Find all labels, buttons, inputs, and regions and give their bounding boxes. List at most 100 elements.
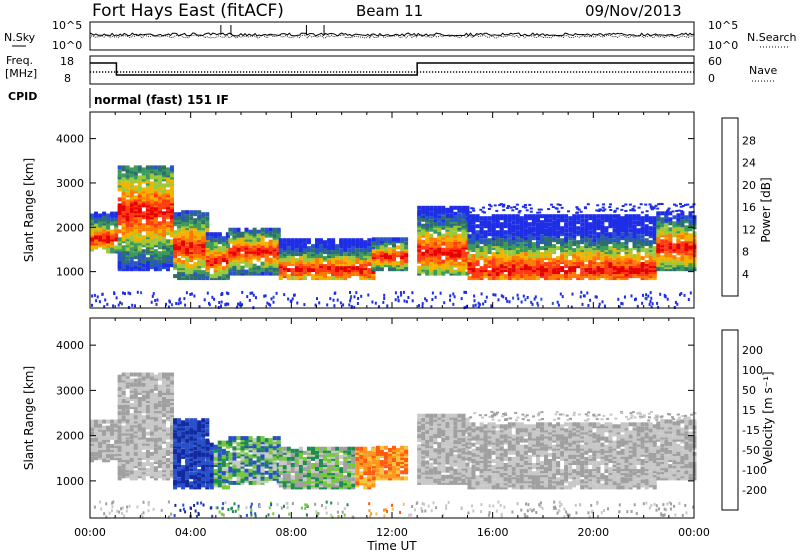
power-cells-cell [121,231,126,236]
power-cells-cell [498,204,502,207]
power-cells-cell [502,204,506,207]
power-cells-cell [221,242,226,247]
power-cells-cell [189,210,194,215]
power-cells-cell [531,232,536,237]
power-cells-cell [475,260,480,265]
power-cells-cell [644,254,649,259]
vel-cells-cell [177,442,182,447]
power-cells-cell [523,252,528,257]
power-cells-cell [511,209,515,212]
power-cells-cell [396,245,400,250]
power-cells-cell [166,177,170,182]
power-cells-cell [355,291,358,295]
freq-series [90,62,694,76]
vel-cells-cell [137,437,142,442]
vel-cells-cell [137,403,142,408]
power-cells-cell [177,212,182,217]
vel-cells-cell [157,437,162,442]
power-cells-cell [505,297,508,301]
power-cells-cell [677,209,681,212]
vel-cells-cell [137,441,142,446]
vel-cells-cell [141,462,146,467]
power-cells-cell [240,237,245,242]
vel-cells-cell [170,390,174,395]
power-cells-cell [511,236,516,241]
power-cells-cell [315,242,319,247]
vel-cells-cell [141,374,146,379]
power-cells-cell [125,241,130,246]
vel-cells-cell [232,456,237,461]
power-cells-cell [205,228,210,233]
vel-cells-cell [170,419,174,424]
vel-cells-cell [173,461,178,465]
power-cells-cell [671,210,675,213]
vel-cells-cell [162,470,166,475]
power-cells-cell [379,251,384,256]
vel-cells-cell [90,419,94,424]
vel-cells-cell [141,403,146,408]
vel-cells-cell [157,386,162,391]
vel-cells-cell [125,380,130,385]
vel-cells-cell [121,425,126,430]
power-cells-cell [544,236,548,241]
power-cells-cell [527,266,532,271]
vel-cells-cell [137,447,142,452]
power-cells-cell [232,227,237,232]
power-cells-cell [110,241,115,246]
power-cells-cell [248,298,251,302]
vel-cells-cell [193,483,198,488]
power-cells-cell [213,297,216,301]
power-cells-cell [396,237,400,242]
power-cells-cell [499,214,504,219]
power-cells-cell [221,236,226,241]
vel-cells-cell [232,472,237,477]
power-cells-cell [121,223,126,228]
power-cells-cell [501,205,505,208]
vel-cells-cell [170,443,174,448]
vel-cells-cell [221,483,226,488]
vel-cells-cell [117,470,122,475]
vel-cells-cell [141,390,146,395]
vel-cells-cell [162,372,166,377]
power-cells-cell [445,213,450,218]
power-cells-cell [121,177,126,182]
power-cells-cell [576,244,581,249]
power-cells-cell [469,211,472,214]
vel-cells-cell [225,463,230,467]
vel-cells-cell [201,438,206,443]
power-cells-cell [595,295,598,299]
power-cells-cell [656,301,659,305]
power-cells-cell [106,219,111,224]
power-cells-cell [544,222,548,227]
power-cells-cell [588,274,593,279]
power-cells-cell [333,291,336,295]
power-cells-cell [287,297,290,301]
vel-cells-cell [106,431,111,436]
power-cells-cell [240,245,245,250]
power-cells-cell [314,303,317,307]
power-cells-cell [568,240,573,245]
power-cells-cell [592,276,597,281]
power-cells-cell [580,222,585,227]
vel-cells-cell [228,466,233,471]
vel-cells-cell [117,399,122,403]
power-cells-cell [189,216,194,221]
power-cells-cell [181,260,186,265]
power-cells-cell [425,237,430,242]
vel-cells-cell [236,472,241,477]
power-cells-cell [260,271,265,276]
power-cells-cell [547,208,551,211]
power-cells-cell [272,227,277,232]
power-cells-cell [470,207,474,210]
power-cells-cell [283,293,286,297]
power-cells-cell [106,231,111,236]
power-cells-cell [181,210,186,215]
power-cells-cell [225,291,228,295]
power-cells-cell [106,247,111,252]
power-cells-cell [433,257,438,262]
power-cells-cell [149,165,154,170]
vel-cells-cell [162,447,166,452]
power-cells-cell [640,256,645,261]
power-cells-cell [598,208,602,211]
vel-cells-cell [236,446,241,451]
